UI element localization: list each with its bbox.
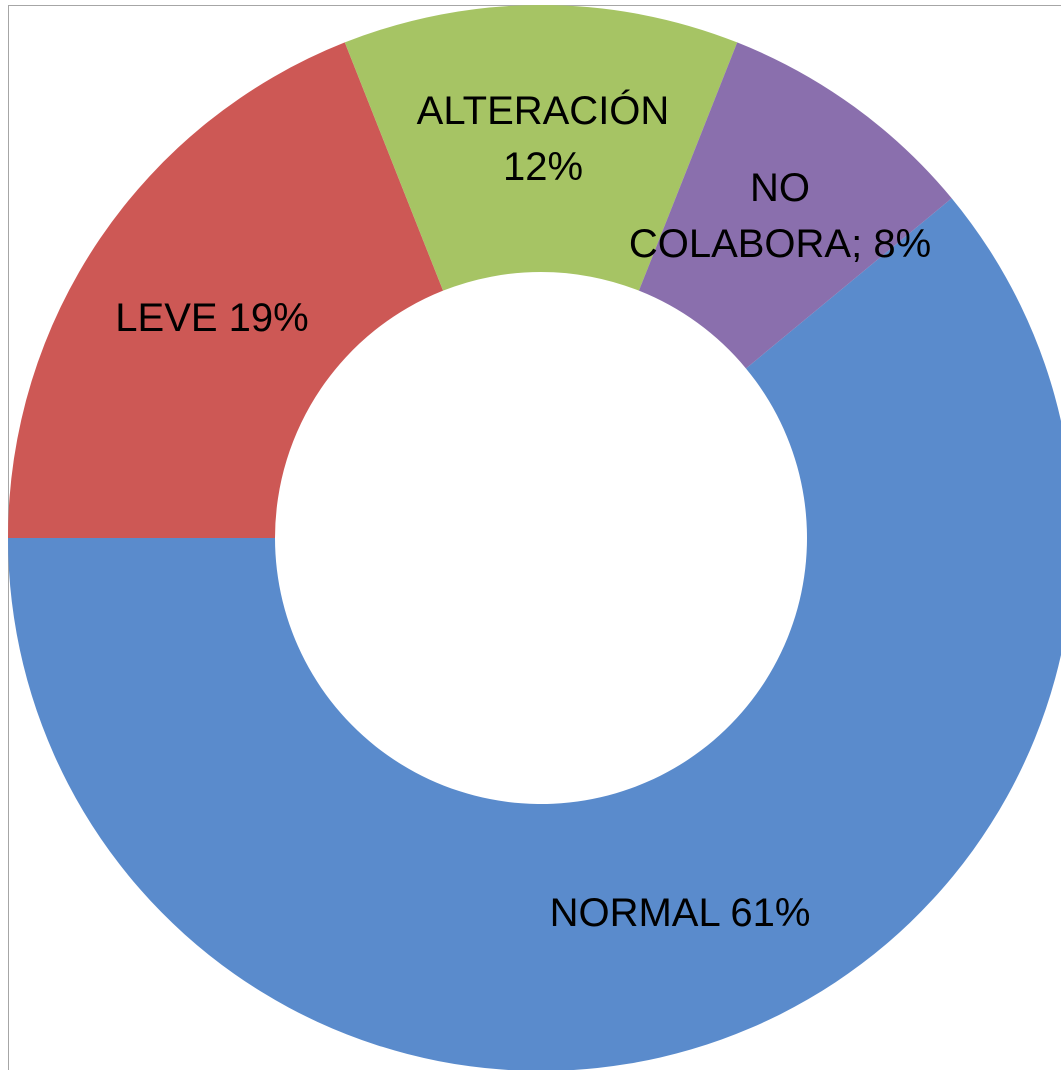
data-label-line: 12% [503, 145, 583, 189]
data-label-line: COLABORA; 8% [629, 222, 931, 266]
data-label-line: LEVE 19% [115, 296, 308, 340]
data-label: ALTERACIÓN 12% [417, 88, 670, 189]
data-label-line: NO [750, 166, 810, 210]
data-label-line: ALTERACIÓN [417, 88, 670, 133]
slice [8, 42, 444, 538]
slice [344, 4, 738, 291]
data-label: NORMAL 61% [550, 891, 811, 935]
slice [8, 198, 1061, 1070]
slice [638, 42, 952, 369]
data-label: LEVE 19% [115, 296, 308, 340]
data-label: NO COLABORA; 8% [629, 166, 931, 266]
data-label-line: NORMAL 61% [550, 891, 811, 935]
